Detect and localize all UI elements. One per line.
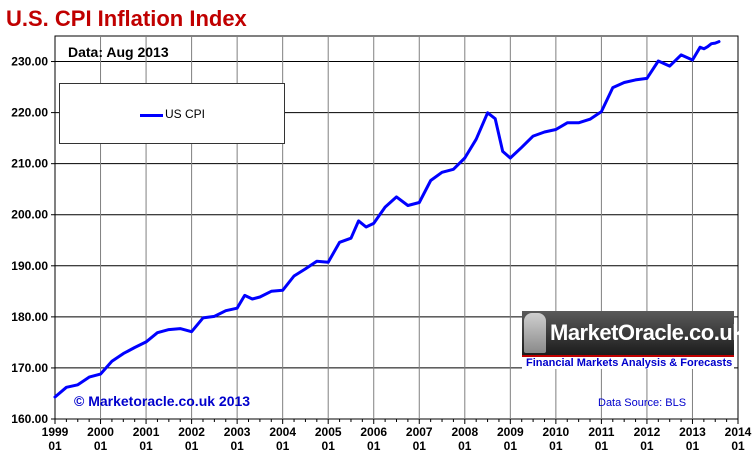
x-tick-label-month: 01 bbox=[367, 439, 381, 453]
x-tick-label-month: 01 bbox=[686, 439, 700, 453]
x-tick-label-month: 01 bbox=[549, 439, 563, 453]
x-tick-label-year: 2010 bbox=[543, 425, 570, 439]
y-tick-label: 170.00 bbox=[11, 361, 48, 375]
x-tick-label-year: 2006 bbox=[360, 425, 387, 439]
y-tick-label: 200.00 bbox=[11, 208, 48, 222]
legend-swatch-us-cpi bbox=[140, 114, 163, 117]
x-tick-label-month: 01 bbox=[48, 439, 62, 453]
x-tick-label-month: 01 bbox=[94, 439, 108, 453]
logo-tagline: Financial Markets Analysis & Forecasts bbox=[526, 357, 733, 369]
x-tick-label-year: 2007 bbox=[406, 425, 433, 439]
x-tick-label-month: 01 bbox=[139, 439, 153, 453]
x-tick-label-month: 01 bbox=[640, 439, 654, 453]
x-tick-label-month: 01 bbox=[731, 439, 745, 453]
y-tick-label: 190.00 bbox=[11, 259, 48, 273]
x-tick-label-month: 01 bbox=[185, 439, 199, 453]
x-tick-label-month: 01 bbox=[230, 439, 244, 453]
x-tick-label-month: 01 bbox=[458, 439, 472, 453]
y-tick-label: 180.00 bbox=[11, 310, 48, 324]
legend-label-us-cpi: US CPI bbox=[165, 107, 206, 121]
y-tick-label: 160.00 bbox=[11, 412, 48, 426]
x-tick-label-year: 1999 bbox=[42, 425, 69, 439]
series-line-us-cpi bbox=[53, 40, 721, 399]
x-tick-label-year: 2005 bbox=[315, 425, 342, 439]
data-date-label: Data: Aug 2013 bbox=[68, 44, 169, 60]
x-tick-label-year: 2009 bbox=[497, 425, 524, 439]
x-tick-label-month: 01 bbox=[595, 439, 609, 453]
x-tick-label-year: 2012 bbox=[634, 425, 661, 439]
x-tick-label-year: 2001 bbox=[133, 425, 160, 439]
y-tick-label: 230.00 bbox=[11, 55, 48, 69]
x-tick-label-year: 2002 bbox=[178, 425, 205, 439]
x-tick-label-month: 01 bbox=[322, 439, 336, 453]
x-axis-ticks: 1999012000012001012002012003012004012005… bbox=[42, 419, 752, 453]
marketoracle-logo: MarketOracle.co.uk Financial Markets Ana… bbox=[522, 311, 744, 369]
x-tick-label-month: 01 bbox=[504, 439, 518, 453]
x-tick-label-year: 2003 bbox=[224, 425, 251, 439]
y-axis-ticks: 160.00 170.00 180.00 190.00 200.00 210.00 220.… bbox=[11, 55, 55, 426]
x-tick-label-year: 2008 bbox=[451, 425, 478, 439]
x-tick-label-year: 2013 bbox=[679, 425, 706, 439]
oracle-statue-icon bbox=[524, 313, 546, 353]
x-tick-label-year: 2014 bbox=[725, 425, 752, 439]
x-tick-label-year: 2011 bbox=[588, 425, 614, 439]
y-tick-label: 210.00 bbox=[11, 157, 48, 171]
legend: US CPI bbox=[59, 83, 285, 144]
y-tick-label: 220.00 bbox=[11, 106, 48, 120]
x-tick-label-month: 01 bbox=[276, 439, 290, 453]
copyright-text: © Marketoracle.co.uk 2013 bbox=[74, 393, 251, 409]
x-tick-label-year: 2000 bbox=[87, 425, 114, 439]
logo-banner bbox=[522, 311, 734, 355]
x-tick-label-year: 2004 bbox=[269, 425, 296, 439]
x-tick-label-month: 01 bbox=[413, 439, 427, 453]
logo-divider bbox=[522, 355, 734, 357]
logo-brand-text: MarketOracle.co.uk bbox=[550, 320, 744, 345]
chart-title: U.S. CPI Inflation Index bbox=[6, 6, 247, 31]
data-source-text: Data Source: BLS bbox=[598, 397, 687, 409]
